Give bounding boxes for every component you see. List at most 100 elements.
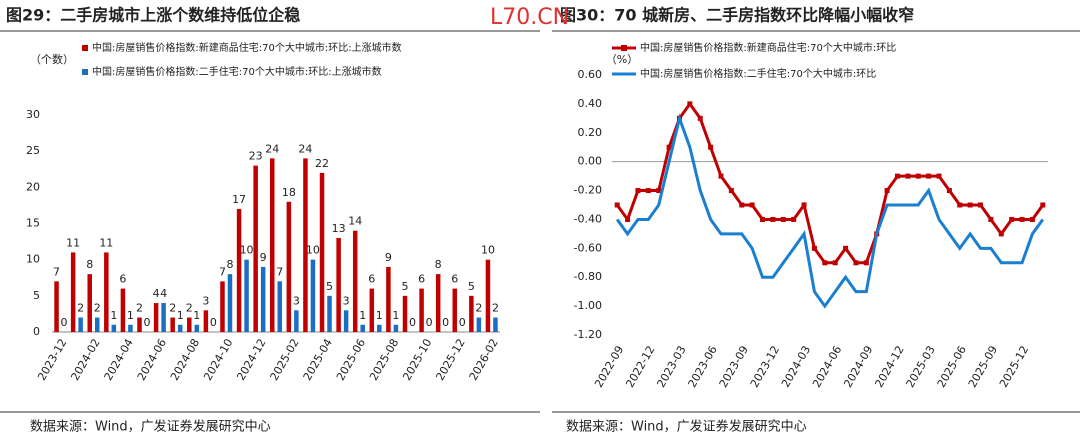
bar	[303, 158, 308, 332]
bar	[435, 274, 441, 332]
bar	[310, 259, 316, 332]
x-tick-label: 2025-06	[935, 344, 969, 390]
line	[615, 113, 1045, 309]
value-label: 2	[136, 302, 143, 315]
marker	[978, 202, 984, 208]
bar	[120, 288, 126, 332]
value-label: 8	[435, 258, 442, 271]
value-label: 2	[475, 302, 482, 315]
bar	[327, 295, 332, 332]
value-label: 1	[177, 309, 184, 322]
bar	[244, 259, 249, 332]
marker	[697, 115, 703, 121]
bar	[294, 310, 299, 332]
x-tick-label: 2024-09	[841, 344, 875, 390]
value-label: 0	[210, 316, 217, 329]
source-note: 数据来源：Wind，广发证券发展研究中心	[566, 419, 807, 435]
line	[615, 101, 1045, 265]
marker	[760, 216, 766, 222]
value-label: 1	[127, 309, 134, 322]
x-tick-label: 2024-12	[234, 337, 268, 383]
marker	[967, 202, 973, 208]
x-tick-label: 2025-10	[400, 337, 434, 383]
bar	[161, 303, 166, 332]
x-tick-label: 2025-12	[997, 344, 1031, 390]
bar	[78, 317, 83, 332]
x-tick-label: 2024-10	[201, 337, 235, 383]
marker	[687, 101, 693, 107]
value-label: 1	[110, 309, 117, 322]
bar	[70, 252, 76, 332]
y-tick-label: 0.00	[578, 155, 603, 168]
y-tick-label: 20	[26, 180, 40, 193]
value-label: 23	[249, 150, 263, 163]
chart-title: 图29：二手房城市上涨个数维持低位企稳	[6, 6, 300, 25]
marker	[863, 260, 869, 266]
bar	[253, 165, 258, 332]
bar	[452, 288, 458, 332]
y-axis-label: （%）	[606, 53, 638, 66]
value-label: 14	[348, 215, 362, 228]
y-tick-label: 0	[33, 325, 40, 338]
marker	[614, 202, 620, 208]
bar	[137, 317, 142, 332]
y-tick-label: 15	[26, 217, 40, 230]
bar	[319, 172, 325, 332]
bar	[236, 209, 242, 332]
bar	[54, 281, 59, 332]
chart-title: 图30：70 城新房、二手房指数环比降幅小幅收窄	[560, 6, 914, 25]
bar	[360, 324, 365, 332]
marker	[780, 216, 786, 222]
marker	[936, 173, 942, 179]
legend-label: 中国:房屋销售价格指数:二手住宅:70个大中城市:环比:上涨城市数	[92, 65, 382, 78]
value-label: 0	[459, 316, 466, 329]
value-label: 17	[232, 193, 246, 206]
y-tick-label: -1.00	[574, 299, 602, 312]
value-label: 1	[376, 309, 383, 322]
marker	[843, 245, 849, 251]
value-label: 9	[260, 251, 267, 264]
y-axis-label: （个数）	[30, 53, 74, 66]
y-tick-label: -0.80	[574, 270, 602, 283]
y-tick-label: 5	[33, 289, 40, 302]
value-label: 3	[202, 294, 209, 307]
marker	[915, 173, 921, 179]
value-label: 2	[169, 302, 176, 315]
value-label: 10	[240, 244, 254, 257]
legend-swatch	[82, 45, 88, 51]
bar	[343, 310, 349, 332]
marker	[988, 216, 994, 222]
marker	[905, 173, 911, 179]
x-tick-label: 2024-08	[168, 337, 202, 383]
bar	[286, 201, 292, 332]
marker	[645, 188, 651, 194]
bar	[352, 230, 358, 332]
value-label: 7	[219, 265, 226, 278]
value-label: 1	[359, 309, 366, 322]
value-label: 11	[66, 236, 80, 249]
legend-swatch	[82, 69, 88, 75]
x-tick-label: 2025-02	[268, 337, 302, 383]
value-label: 6	[418, 273, 425, 286]
marker	[708, 144, 714, 150]
value-label: 0	[144, 316, 151, 329]
value-label: 3	[343, 294, 350, 307]
watermark: L70.CN	[490, 5, 569, 30]
value-label: 4	[160, 287, 167, 300]
marker	[718, 173, 724, 179]
marker	[1029, 216, 1035, 222]
bar	[369, 288, 375, 332]
bar	[220, 281, 225, 332]
value-label: 6	[451, 273, 458, 286]
x-tick-label: 2024-06	[810, 344, 844, 390]
marker	[926, 173, 932, 179]
marker	[635, 188, 641, 194]
value-label: 13	[332, 222, 346, 235]
marker	[894, 173, 900, 179]
value-label: 0	[409, 316, 416, 329]
bar	[203, 310, 209, 332]
x-tick-label: 2023-06	[686, 344, 720, 390]
marker	[832, 260, 838, 266]
bar	[485, 259, 491, 332]
